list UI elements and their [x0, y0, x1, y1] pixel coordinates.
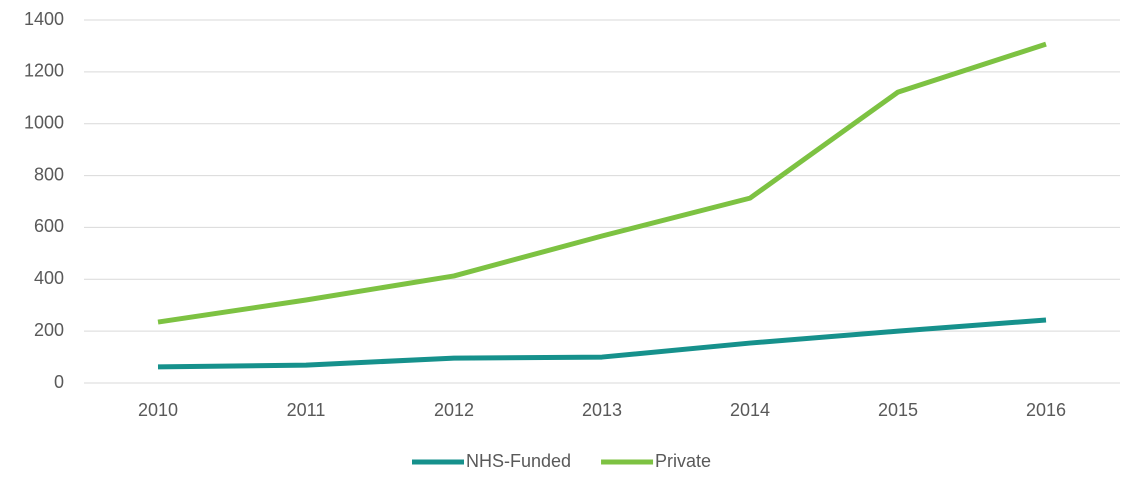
series-line	[157, 41, 1047, 325]
y-tick-label: 400	[34, 268, 64, 288]
x-tick-label: 2014	[730, 400, 770, 420]
y-tick-label: 1000	[24, 112, 64, 132]
y-tick-label: 600	[34, 216, 64, 236]
y-tick-label: 200	[34, 320, 64, 340]
legend-label: NHS-Funded	[466, 451, 571, 471]
y-tick-label: 1400	[24, 9, 64, 29]
x-tick-label: 2015	[878, 400, 918, 420]
x-tick-label: 2016	[1026, 400, 1066, 420]
x-tick-label: 2011	[287, 400, 326, 420]
x-tick-label: 2010	[138, 400, 178, 420]
legend-label: Private	[655, 451, 711, 471]
y-tick-label: 1200	[24, 61, 64, 81]
series-line	[157, 317, 1047, 370]
x-tick-label: 2013	[582, 400, 622, 420]
x-tick-label: 2012	[434, 400, 474, 420]
y-tick-label: 800	[34, 164, 64, 184]
y-tick-label: 0	[54, 372, 64, 392]
